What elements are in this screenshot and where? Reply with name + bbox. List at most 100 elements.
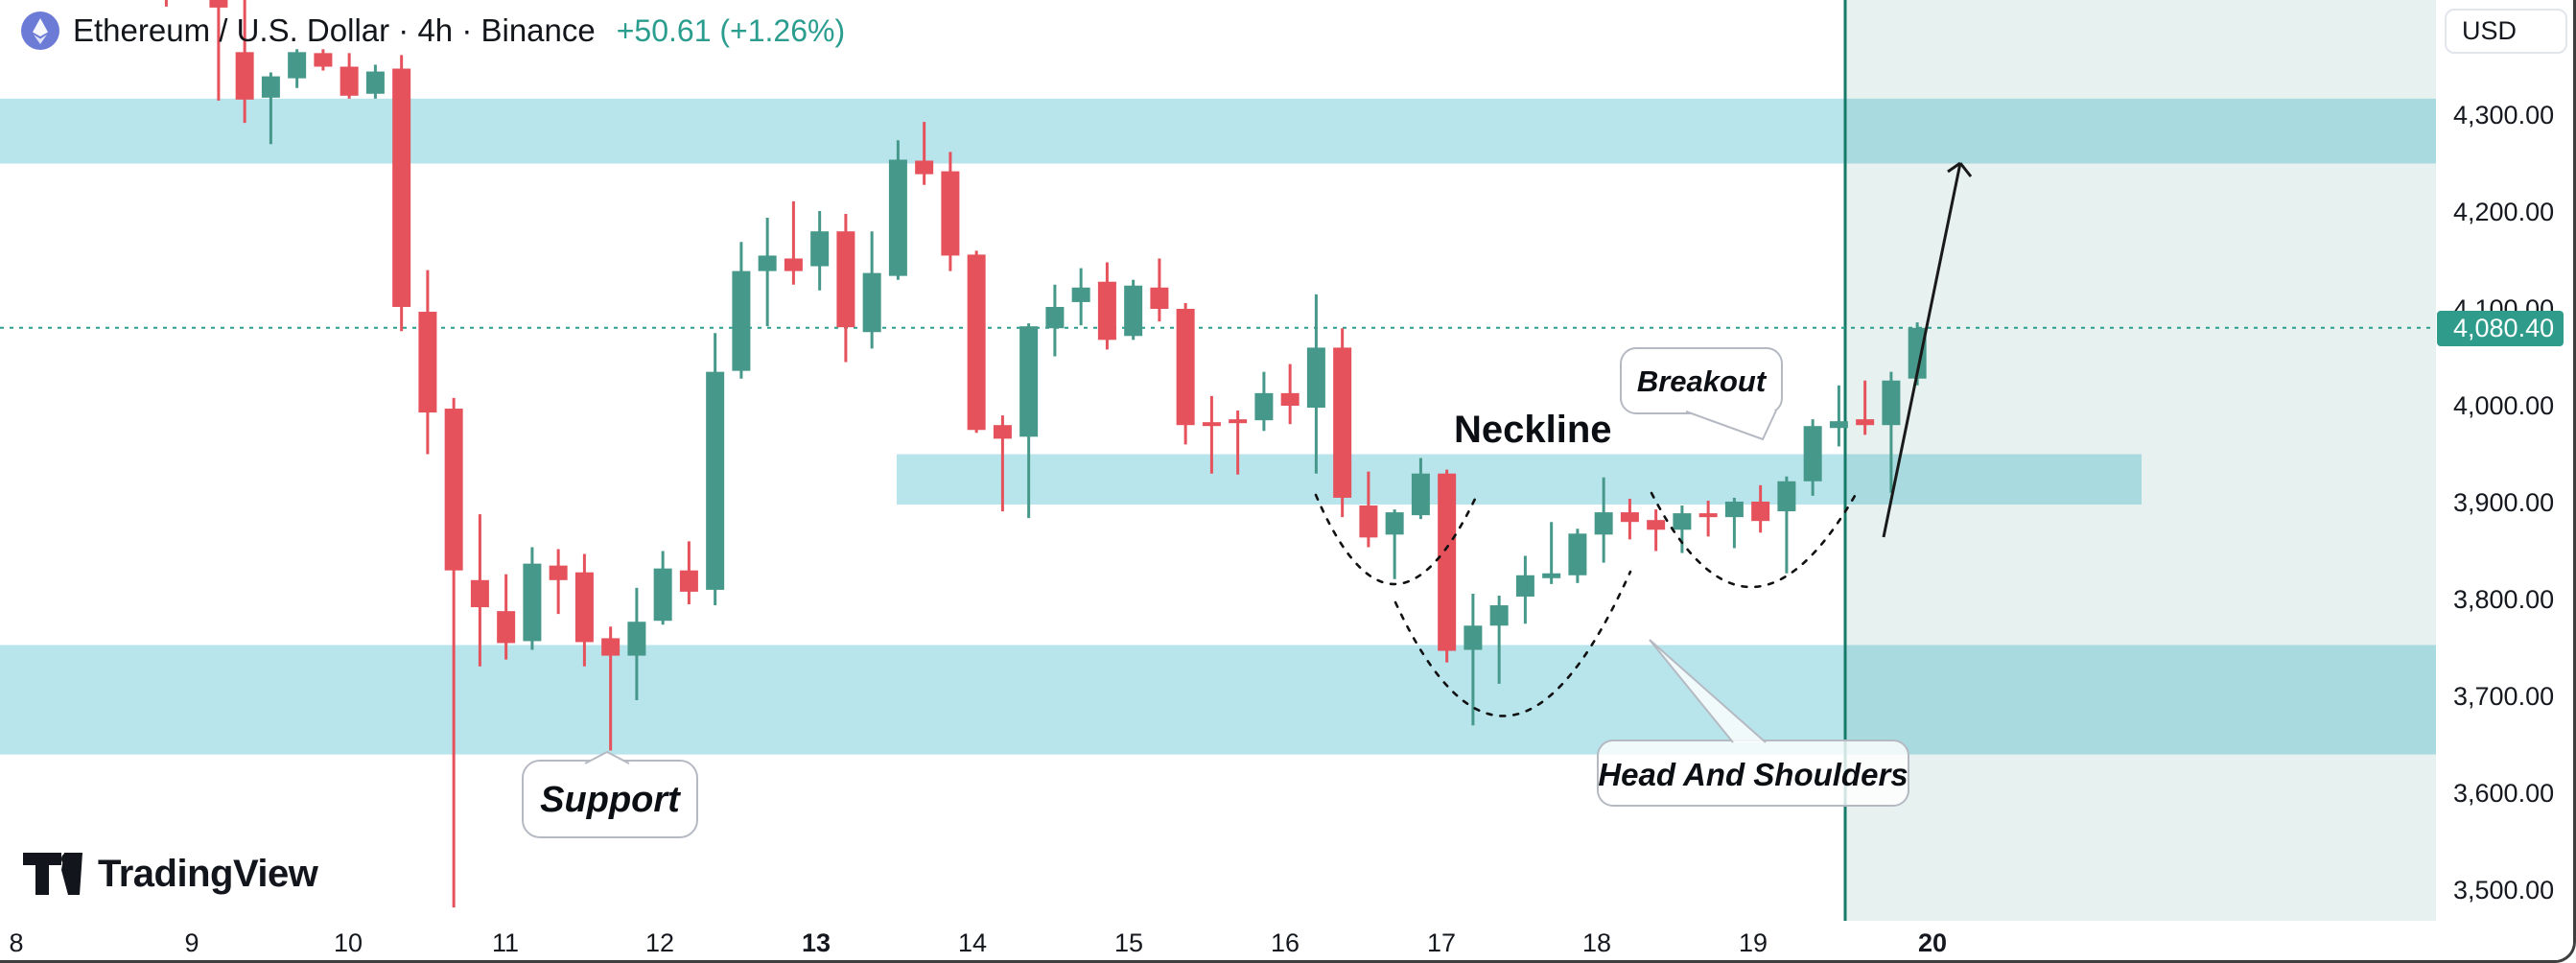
candle-up (1829, 421, 1848, 429)
candle-up (261, 76, 280, 98)
candle-up (1489, 605, 1509, 626)
time-tick-label: 16 (1270, 928, 1300, 957)
time-tick-label: 11 (491, 928, 520, 957)
price-tick-label: 3,800.00 (2453, 585, 2555, 614)
candle-down (1647, 520, 1666, 530)
time-tick-label: 10 (333, 928, 363, 957)
time-tick-label: 17 (1426, 928, 1457, 957)
candle-down (314, 53, 333, 67)
breakout-arrowhead (1958, 162, 1973, 177)
time-axis[interactable]: 8 9 10 11 12 13 14 15 16 17 18 19 20 (0, 921, 2573, 960)
hs-bubble-tail (1649, 639, 1767, 743)
price-tick-label: 3,500.00 (2453, 876, 2555, 904)
neckline-annotation[interactable]: Neckline (1454, 409, 1612, 451)
support-zone (0, 645, 2436, 755)
candle-up (627, 622, 646, 656)
candle-up (653, 568, 672, 622)
tradingview-logo-icon (23, 853, 82, 895)
candle-down (1751, 501, 1770, 522)
neckline-zone (897, 454, 2142, 505)
candle-down (1097, 281, 1116, 341)
price-tick-label: 4,200.00 (2453, 198, 2555, 226)
price-axis[interactable]: USD 4,300.00 4,200.00 4,100.00 4,000.00 3,90… (2436, 0, 2573, 921)
breakout-bubble-tail (1685, 410, 1777, 441)
price-tick-label: 3,700.00 (2453, 682, 2555, 711)
candle-up (706, 371, 725, 590)
candle-up (1254, 392, 1274, 421)
candle-down (235, 52, 254, 100)
candle-up (1019, 326, 1039, 437)
price-tick-label: 4,300.00 (2453, 101, 2555, 129)
candle-down (1229, 419, 1248, 424)
right-shoulder-arc (1650, 487, 1861, 589)
candle-up (1071, 287, 1090, 302)
candle-up (1411, 473, 1430, 516)
candle-up (1464, 625, 1483, 650)
candle-down (470, 579, 489, 608)
candle-down (444, 409, 463, 571)
candle-down (549, 565, 568, 580)
candle-down (392, 68, 411, 307)
candle-down (1280, 392, 1300, 406)
breakout-arrowhead (1947, 161, 1961, 174)
time-tick-label: 19 (1738, 928, 1768, 957)
candle-down (1333, 347, 1352, 498)
currency-button[interactable]: USD (2445, 9, 2567, 54)
breakout-arrow (1882, 162, 1962, 538)
candle-up (1306, 347, 1325, 409)
candle-up (365, 71, 385, 94)
candle-down (967, 254, 986, 431)
candle-down (679, 570, 698, 592)
candle-down (915, 160, 934, 175)
candle-up (288, 52, 307, 79)
candle-up (732, 270, 751, 371)
candle-down (1176, 309, 1195, 426)
candle-up (1515, 575, 1534, 597)
candle-down (1150, 287, 1169, 309)
candle-up (758, 255, 777, 271)
price-change: +50.61 (+1.26%) (616, 12, 846, 48)
left-shoulder-arc (1314, 493, 1479, 586)
candle-up (523, 563, 542, 642)
candle-down (1202, 422, 1221, 427)
candle-down (836, 231, 855, 328)
candle-down (1620, 512, 1639, 523)
candle-down (209, 0, 228, 8)
price-tick-label: 4,000.00 (2453, 391, 2555, 420)
time-tick-label: 8 (9, 928, 24, 957)
candle-up (862, 272, 881, 333)
candle-down (1438, 473, 1457, 651)
breakout-annotation[interactable]: Breakout (1636, 364, 1767, 398)
time-tick-label: 15 (1113, 928, 1144, 957)
support-bubble-tail (584, 750, 630, 764)
candle-down (340, 66, 359, 96)
candle-down (574, 572, 594, 643)
candle-up (1882, 380, 1901, 426)
price-tick-label: 3,600.00 (2453, 779, 2555, 808)
last-price-tag: 4,080.40 (2437, 310, 2564, 346)
candle-down (1856, 419, 1875, 426)
candle-down (1698, 513, 1718, 518)
candle-up (810, 231, 830, 267)
candle-up (1542, 573, 1561, 578)
candle-up (1724, 501, 1744, 518)
tradingview-logo-text: TradingView (98, 852, 318, 895)
candle-up (1385, 512, 1404, 535)
candle-down (993, 425, 1012, 439)
candle-up (888, 159, 907, 276)
support-annotation[interactable]: Support (540, 780, 680, 820)
highlight-region (1845, 0, 2436, 921)
time-tick-label: 13 (801, 928, 831, 957)
time-tick-label: 18 (1581, 928, 1612, 957)
head-and-shoulders-annotation[interactable]: Head And Shoulders (1598, 757, 1909, 792)
candle-down (941, 171, 960, 256)
time-tick-label: 14 (957, 928, 988, 957)
tradingview-watermark[interactable]: TradingView (23, 852, 318, 896)
candle-up (1908, 327, 1927, 379)
candle-up (1568, 533, 1587, 575)
candle-down (1359, 505, 1378, 538)
candle-up (1777, 481, 1796, 512)
symbol-title[interactable]: Ethereum / U.S. Dollar · 4h · Binance (73, 12, 596, 48)
